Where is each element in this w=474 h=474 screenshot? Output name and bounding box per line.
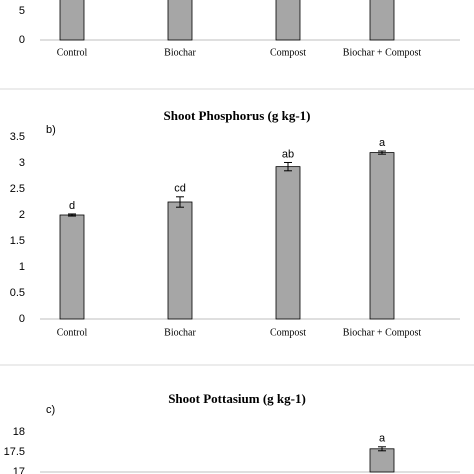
bar xyxy=(59,0,85,41)
y-tick-label: 0.5 xyxy=(10,287,25,299)
bar xyxy=(59,214,85,320)
y-tick-label: 17 xyxy=(13,466,25,474)
panel-label: c) xyxy=(46,404,55,416)
y-tick-label: 5 xyxy=(19,5,25,17)
bar xyxy=(167,201,193,320)
x-tick-label: Biochar + Compost xyxy=(343,327,422,338)
bar xyxy=(369,0,395,41)
bar xyxy=(167,0,193,41)
y-tick-label: 17.5 xyxy=(4,446,25,458)
bar xyxy=(369,152,395,320)
panel-label: b) xyxy=(46,124,56,136)
x-tick-label: Biochar xyxy=(164,327,196,338)
y-tick-label: 3.5 xyxy=(10,131,25,143)
significance-letter: ab xyxy=(282,148,294,160)
x-tick-label: Control xyxy=(57,47,88,58)
y-tick-label: 2.5 xyxy=(10,183,25,195)
y-tick-label: 2 xyxy=(19,209,25,221)
x-tick-label: Compost xyxy=(270,47,306,58)
bar xyxy=(369,448,395,473)
significance-letter: a xyxy=(379,433,386,445)
chart-title: Shoot Phosphorus (g kg-1) xyxy=(163,108,310,123)
chart-title: Shoot Pottasium (g kg-1) xyxy=(168,391,306,406)
y-tick-label: 1 xyxy=(19,261,25,273)
significance-letter: cd xyxy=(174,183,186,195)
significance-letter: d xyxy=(69,200,75,212)
y-tick-label: 0 xyxy=(19,313,25,325)
significance-letter: a xyxy=(379,137,386,149)
y-tick-label: 18 xyxy=(13,426,25,438)
x-tick-label: Biochar xyxy=(164,47,196,58)
x-tick-label: Biochar + Compost xyxy=(343,47,422,58)
bar xyxy=(275,166,301,320)
y-tick-label: 1.5 xyxy=(10,235,25,247)
bar xyxy=(275,0,301,41)
x-tick-label: Control xyxy=(57,327,88,338)
y-tick-label: 0 xyxy=(19,34,25,46)
x-tick-label: Compost xyxy=(270,327,306,338)
y-tick-label: 3 xyxy=(19,157,25,169)
